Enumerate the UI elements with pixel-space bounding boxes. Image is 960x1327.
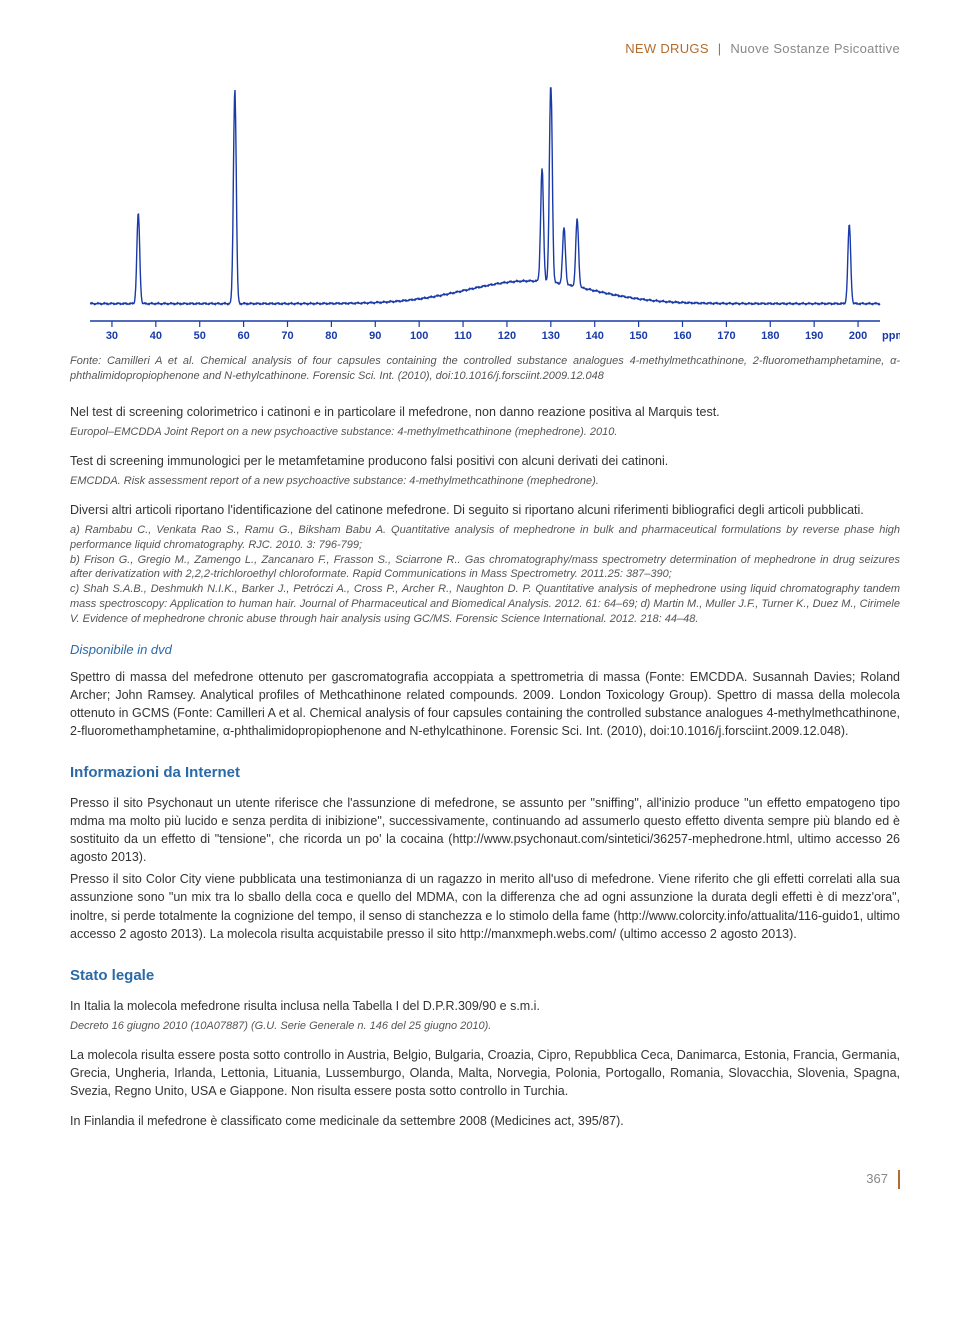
svg-text:180: 180 xyxy=(761,330,779,342)
header-separator: | xyxy=(718,41,722,56)
paragraph: Spettro di massa del mefedrone ottenuto … xyxy=(70,668,900,741)
paragraph: Diversi altri articoli riportano l'ident… xyxy=(70,501,900,519)
svg-text:60: 60 xyxy=(237,330,249,342)
paragraph: Presso il sito Color City viene pubblica… xyxy=(70,870,900,943)
svg-text:160: 160 xyxy=(673,330,691,342)
paragraph: In Finlandia il mefedrone è classificato… xyxy=(70,1112,900,1130)
svg-text:ppm: ppm xyxy=(882,330,900,342)
svg-text:190: 190 xyxy=(805,330,823,342)
svg-text:170: 170 xyxy=(717,330,735,342)
page-number: 367 xyxy=(70,1170,900,1189)
svg-text:100: 100 xyxy=(410,330,428,342)
svg-text:140: 140 xyxy=(586,330,604,342)
paragraph: Nel test di screening colorimetrico i ca… xyxy=(70,403,900,421)
svg-text:70: 70 xyxy=(281,330,293,342)
svg-text:80: 80 xyxy=(325,330,337,342)
figure-caption: Fonte: Camilleri A et al. Chemical analy… xyxy=(70,354,900,385)
paragraph: Test di screening immunologici per le me… xyxy=(70,452,900,470)
reference-italic: Decreto 16 giugno 2010 (10A07887) (G.U. … xyxy=(70,1019,900,1034)
svg-text:130: 130 xyxy=(542,330,560,342)
svg-text:50: 50 xyxy=(194,330,206,342)
reference-italic: Europol–EMCDDA Joint Report on a new psy… xyxy=(70,425,900,440)
paragraph: Presso il sito Psychonaut un utente rife… xyxy=(70,794,900,867)
svg-text:150: 150 xyxy=(629,330,647,342)
header-category: NEW DRUGS xyxy=(625,41,709,56)
spectrum-svg: 200 190 180 170 160 150 140 130 120 110 100 90 80 70 6… xyxy=(70,83,900,343)
reference-italic: EMCDDA. Risk assessment report of a new … xyxy=(70,474,900,489)
nmr-spectrum-chart: 200 190 180 170 160 150 140 130 120 110 100 90 80 70 6… xyxy=(70,83,900,348)
page-header: NEW DRUGS | Nuove Sostanze Psicoattive xyxy=(70,40,900,59)
paragraph: La molecola risulta essere posta sotto c… xyxy=(70,1046,900,1100)
svg-text:110: 110 xyxy=(454,330,472,342)
svg-text:120: 120 xyxy=(498,330,516,342)
reference-italic: a) Rambabu C., Venkata Rao S., Ramu G., … xyxy=(70,523,900,627)
section-heading-internet: Informazioni da Internet xyxy=(70,762,900,784)
svg-text:200: 200 xyxy=(849,330,867,342)
svg-text:40: 40 xyxy=(150,330,162,342)
dvd-subheading: Disponibile in dvd xyxy=(70,641,900,660)
svg-text:90: 90 xyxy=(369,330,381,342)
header-subtitle: Nuove Sostanze Psicoattive xyxy=(730,41,900,56)
section-heading-legal: Stato legale xyxy=(70,965,900,987)
paragraph: In Italia la molecola mefedrone risulta … xyxy=(70,997,900,1015)
svg-text:30: 30 xyxy=(106,330,118,342)
